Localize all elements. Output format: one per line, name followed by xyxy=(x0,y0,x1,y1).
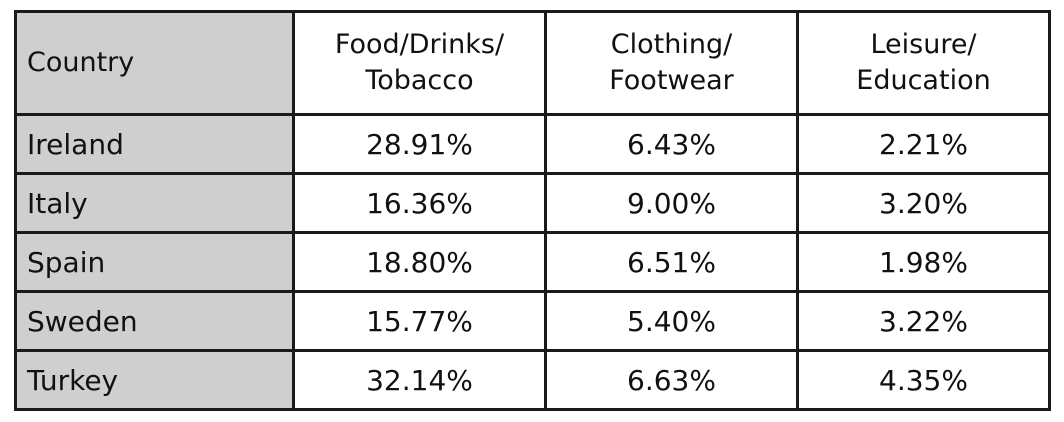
spending-table: Country Food/Drinks/ Tobacco Clothing/ F… xyxy=(14,10,1051,411)
food-drinks-tobacco-cell: 32.14% xyxy=(292,349,547,411)
header-clothing-footwear: Clothing/ Footwear xyxy=(544,10,799,116)
leisure-education-cell: 2.21% xyxy=(796,113,1051,175)
leisure-education-cell: 1.98% xyxy=(796,231,1051,293)
table-header: Country Food/Drinks/ Tobacco Clothing/ F… xyxy=(14,10,1051,116)
country-cell: Ireland xyxy=(14,113,295,175)
table-row-sweden: Sweden 15.77% 5.40% 3.22% xyxy=(14,290,1051,352)
table-body: Ireland 28.91% 6.43% 2.21% Italy 16.36% … xyxy=(14,113,1051,411)
header-row: Country Food/Drinks/ Tobacco Clothing/ F… xyxy=(14,10,1051,116)
clothing-footwear-cell: 5.40% xyxy=(544,290,799,352)
clothing-footwear-cell: 6.51% xyxy=(544,231,799,293)
header-food-drinks-tobacco: Food/Drinks/ Tobacco xyxy=(292,10,547,116)
clothing-footwear-cell: 6.43% xyxy=(544,113,799,175)
leisure-education-cell: 3.20% xyxy=(796,172,1051,234)
header-leisure-line-1: Leisure/ xyxy=(870,29,977,60)
country-cell: Spain xyxy=(14,231,295,293)
leisure-education-cell: 3.22% xyxy=(796,290,1051,352)
header-country-text: Country xyxy=(27,47,135,78)
food-drinks-tobacco-cell: 28.91% xyxy=(292,113,547,175)
table-row-spain: Spain 18.80% 6.51% 1.98% xyxy=(14,231,1051,293)
header-clothing-line-1: Clothing/ xyxy=(610,29,733,60)
header-leisure-education: Leisure/ Education xyxy=(796,10,1051,116)
food-drinks-tobacco-cell: 18.80% xyxy=(292,231,547,293)
table-row-ireland: Ireland 28.91% 6.43% 2.21% xyxy=(14,113,1051,175)
leisure-education-cell: 4.35% xyxy=(796,349,1051,411)
food-drinks-tobacco-cell: 16.36% xyxy=(292,172,547,234)
header-clothing-line-2: Footwear xyxy=(609,65,734,96)
header-leisure-line-2: Education xyxy=(856,65,991,96)
header-food-line-1: Food/Drinks/ xyxy=(334,29,505,60)
spending-table-container: Country Food/Drinks/ Tobacco Clothing/ F… xyxy=(14,10,1051,411)
header-food-line-2: Tobacco xyxy=(365,65,474,96)
header-country: Country xyxy=(14,10,295,116)
clothing-footwear-cell: 9.00% xyxy=(544,172,799,234)
table-row-italy: Italy 16.36% 9.00% 3.20% xyxy=(14,172,1051,234)
food-drinks-tobacco-cell: 15.77% xyxy=(292,290,547,352)
clothing-footwear-cell: 6.63% xyxy=(544,349,799,411)
country-cell: Turkey xyxy=(14,349,295,411)
country-cell: Sweden xyxy=(14,290,295,352)
country-cell: Italy xyxy=(14,172,295,234)
table-row-turkey: Turkey 32.14% 6.63% 4.35% xyxy=(14,349,1051,411)
